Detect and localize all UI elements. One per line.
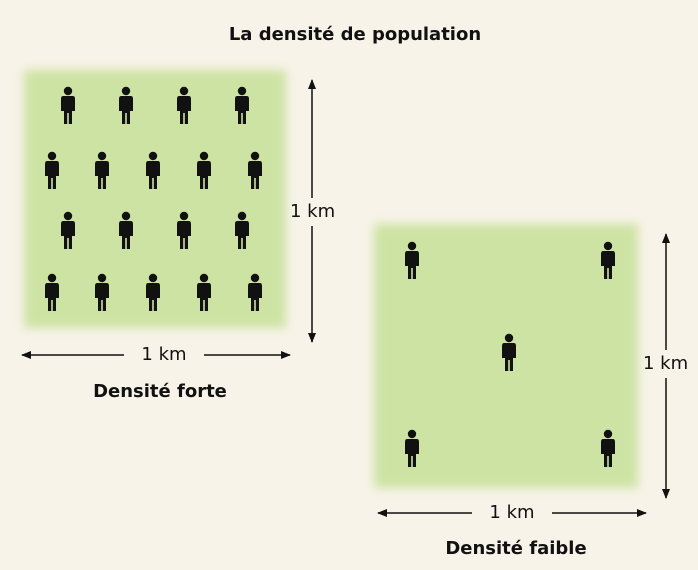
panel-high-density: 1 km 1 km Densité forte	[21, 70, 348, 402]
panel-low-density: 1 km 1 km Densité faible	[374, 224, 698, 559]
panel-label: Densité forte	[93, 381, 227, 402]
height-label: 1 km	[290, 201, 335, 222]
width-label: 1 km	[489, 502, 534, 523]
height-label: 1 km	[643, 353, 688, 374]
width-label: 1 km	[141, 344, 186, 365]
title: La densité de population	[229, 24, 481, 45]
panel-label: Densité faible	[445, 538, 586, 559]
